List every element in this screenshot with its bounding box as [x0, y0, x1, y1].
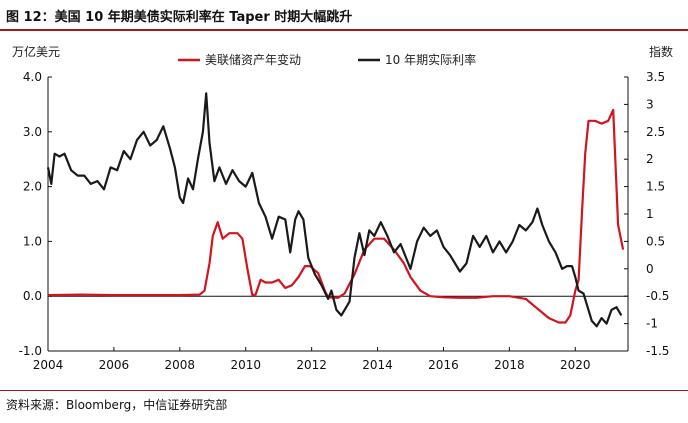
y-axis-left-label: 万亿美元	[12, 44, 60, 59]
plot-area	[46, 92, 625, 328]
source-note: 资料来源：Bloomberg，中信证券研究部	[6, 398, 228, 412]
y-right-tick-label: 1	[646, 207, 654, 221]
y-left-tick-label: -1.0	[19, 344, 42, 358]
legend-label-fed-assets: 美联储资产年变动	[205, 52, 301, 67]
legend-label-real-rate: 10 年期实际利率	[385, 52, 476, 67]
x-tick-label: 2016	[428, 358, 459, 372]
y-right-tick-label: 0.5	[646, 234, 665, 248]
y-right-tick-label: -1	[646, 317, 658, 331]
y-left-tick-label: 3.0	[23, 125, 42, 139]
y-right-tick-label: 2.5	[646, 125, 665, 139]
series-line-real-rate	[46, 92, 623, 328]
y-right-tick-label: 2	[646, 152, 654, 166]
y-left-tick-label: 1.0	[23, 234, 42, 248]
x-tick-label: 2004	[33, 358, 64, 372]
y-left-tick-label: 2.0	[23, 180, 42, 194]
series-line-fed-assets	[47, 108, 625, 324]
figure-title: 图 12：美国 10 年期美债实际利率在 Taper 时期大幅跳升	[6, 10, 353, 25]
title-rule	[0, 29, 688, 31]
x-tick-label: 2018	[494, 358, 525, 372]
y-axis-right-label: 指数	[649, 44, 673, 59]
y-left-tick-label: 0.0	[23, 289, 42, 303]
x-tick-label: 2020	[560, 358, 591, 372]
x-tick-label: 2008	[165, 358, 196, 372]
x-tick-label: 2006	[99, 358, 130, 372]
x-tick-label: 2014	[362, 358, 393, 372]
x-tick-label: 2012	[296, 358, 327, 372]
y-right-tick-label: 0	[646, 262, 654, 276]
axes: -1.0 0.0 1.0 2.0 3.0 4.0 -1.5 -1 -0.5 0 0.5 1 1.5 2 2.…	[19, 70, 670, 372]
y-right-tick-label: 3.5	[646, 70, 665, 84]
y-left-tick-label: 4.0	[23, 70, 42, 84]
dual-axis-line-chart: 万亿美元 指数 美联储资产年变动 10 年期实际利率 -1.0 0.0 1.0 2.0…	[12, 44, 673, 372]
y-right-tick-label: 3	[646, 97, 654, 111]
x-tick-label: 2010	[230, 358, 261, 372]
legend: 美联储资产年变动 10 年期实际利率	[178, 52, 476, 67]
y-right-tick-label: -0.5	[646, 289, 669, 303]
footer-rule	[0, 390, 688, 391]
y-right-tick-label: 1.5	[646, 180, 665, 194]
y-right-tick-label: -1.5	[646, 344, 669, 358]
